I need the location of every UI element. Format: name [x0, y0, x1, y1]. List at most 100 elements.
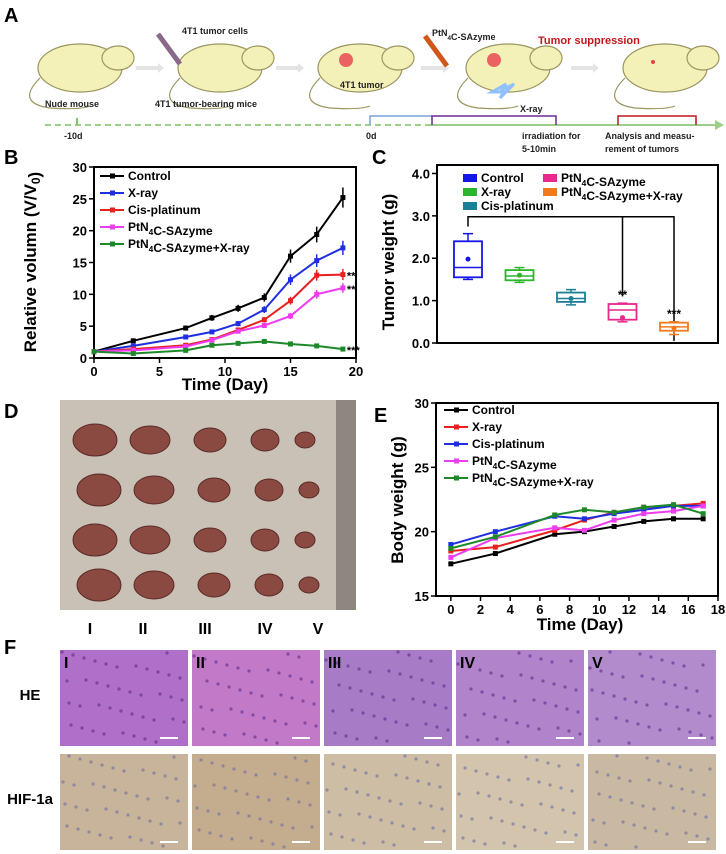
y-tick-label: 3.0	[412, 209, 430, 224]
box-mean	[465, 256, 471, 262]
cell-nucleus	[327, 810, 331, 814]
mouse-icon	[169, 43, 275, 110]
cell-nucleus	[106, 684, 110, 688]
series-line-0	[450, 517, 704, 565]
cell-nucleus	[621, 820, 625, 824]
cell-nucleus	[548, 783, 552, 787]
data-point	[288, 277, 293, 283]
cell-nucleus	[576, 763, 580, 767]
cell-nucleus	[506, 740, 510, 744]
legend-swatch	[463, 188, 477, 196]
column-label: III	[328, 655, 341, 672]
x-tick-label: 18	[711, 602, 725, 617]
cell-nucleus	[225, 663, 229, 667]
tumor-specimen	[76, 473, 122, 507]
cell-nucleus	[357, 667, 361, 671]
cell-nucleus	[392, 843, 396, 847]
x-tick-label: 15	[283, 364, 297, 379]
data-point	[641, 518, 647, 524]
cell-nucleus	[625, 719, 629, 723]
cell-nucleus	[528, 654, 532, 658]
cell-nucleus	[109, 836, 113, 840]
cell-nucleus	[230, 837, 234, 841]
cell-nucleus	[95, 681, 99, 685]
cell-nucleus	[192, 654, 196, 658]
significance-label: ***	[667, 307, 681, 321]
cell-nucleus	[590, 688, 594, 692]
cell-nucleus	[595, 717, 599, 721]
cell-nucleus	[533, 828, 537, 832]
data-point	[314, 231, 320, 237]
data-point	[288, 298, 293, 304]
data-point	[448, 554, 454, 560]
cell-nucleus	[284, 722, 288, 726]
cell-nucleus	[145, 667, 149, 671]
cell-nucleus	[262, 716, 266, 720]
cell-nucleus	[301, 699, 305, 703]
tumor-bearing-label: 4T1 tumor-bearing mice	[155, 99, 257, 109]
cell-nucleus	[658, 781, 662, 785]
tumor-icon	[487, 53, 501, 67]
cell-nucleus	[331, 709, 335, 713]
tumor-specimen	[133, 570, 175, 600]
cell-nucleus	[469, 687, 473, 691]
cell-nucleus	[72, 783, 76, 787]
cell-nucleus	[401, 824, 405, 828]
cell-nucleus	[342, 765, 346, 769]
data-point	[235, 305, 241, 311]
cell-nucleus	[206, 809, 210, 813]
cell-nucleus	[710, 736, 714, 740]
cell-nucleus	[567, 729, 571, 733]
cell-nucleus	[591, 818, 595, 822]
mice-illustrations	[29, 32, 720, 110]
mouse-head	[529, 45, 563, 71]
series-line-4	[450, 503, 704, 550]
cell-nucleus	[457, 792, 461, 796]
cell-nucleus	[482, 712, 486, 716]
cell-nucleus	[238, 688, 242, 692]
cell-nucleus	[647, 725, 651, 729]
cell-nucleus	[381, 695, 385, 699]
cell-nucleus	[495, 737, 499, 741]
cell-nucleus	[686, 708, 690, 712]
cell-nucleus	[154, 740, 158, 744]
cell-nucleus	[295, 778, 299, 782]
cell-nucleus	[418, 801, 422, 805]
cell-nucleus	[359, 689, 363, 693]
cell-nucleus	[381, 840, 385, 844]
cell-nucleus	[344, 734, 348, 738]
cell-nucleus	[355, 790, 359, 794]
data-point	[581, 507, 587, 513]
cell-nucleus	[304, 759, 308, 763]
legend-label: PtN4C-SAzyme	[561, 171, 646, 189]
syringe-icon	[422, 34, 450, 68]
cell-nucleus	[199, 758, 203, 762]
cell-nucleus	[489, 671, 493, 675]
cell-nucleus	[647, 778, 651, 782]
bracket-analysis	[617, 115, 697, 125]
cell-nucleus	[100, 763, 104, 767]
cell-nucleus	[223, 733, 227, 737]
cell-nucleus	[227, 685, 231, 689]
cell-nucleus	[82, 656, 86, 660]
data-point	[288, 253, 293, 259]
tumor-specimens	[72, 423, 320, 602]
cell-nucleus	[286, 652, 290, 656]
cell-nucleus	[197, 828, 201, 832]
cell-nucleus	[135, 794, 139, 798]
cell-nucleus	[627, 741, 631, 745]
cell-nucleus	[493, 715, 497, 719]
cell-nucleus	[111, 766, 115, 770]
box-mean	[517, 272, 522, 278]
cell-nucleus	[193, 784, 197, 788]
cell-nucleus	[139, 838, 143, 842]
cell-nucleus	[425, 760, 429, 764]
x-tick-label: 20	[349, 364, 363, 379]
cell-nucleus	[370, 692, 374, 696]
cell-nucleus	[431, 681, 435, 685]
data-point	[183, 334, 189, 340]
histology-image	[60, 754, 188, 850]
data-point	[492, 529, 498, 535]
panel-f-letter: F	[4, 637, 16, 659]
cell-nucleus	[541, 679, 545, 683]
